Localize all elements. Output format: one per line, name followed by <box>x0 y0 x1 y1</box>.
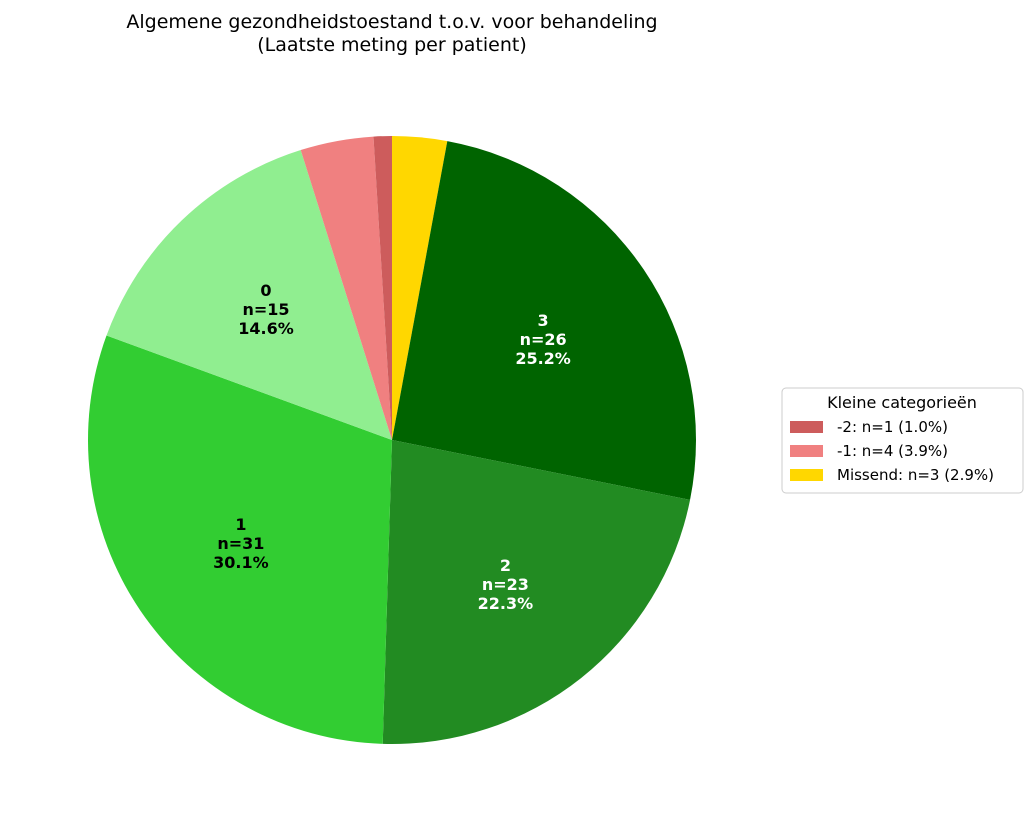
pie-slices <box>87 136 697 745</box>
pie-slice-missend <box>392 136 448 440</box>
pie-slice-2 <box>382 440 691 745</box>
pie-slice-0 <box>106 150 392 440</box>
slice-label: 2 n=23 22.3% <box>478 556 534 613</box>
legend-title: Kleine categorieën <box>827 393 977 412</box>
chart-title: Algemene gezondheidstoestand t.o.v. voor… <box>126 11 657 33</box>
pie-slice-3 <box>392 141 697 500</box>
pie-labels: 3 n=26 25.2% 2 n=23 22.3% 1 n=31 30.1% 0 n=15 14.6% <box>213 281 571 613</box>
pie-slice-minus1 <box>300 136 392 440</box>
legend-entry-text: Missend: n=3 (2.9%) <box>837 466 994 484</box>
legend-box <box>781 387 1024 494</box>
legend-swatch <box>790 421 823 433</box>
legend-swatch <box>790 469 823 481</box>
pie-slice-1 <box>87 335 392 744</box>
pie-slice-minus2 <box>373 136 392 440</box>
legend-entry-text: -2: n=1 (1.0%) <box>837 418 948 436</box>
chart-subtitle: (Laatste meting per patient) <box>257 34 527 56</box>
slice-label: 1 n=31 30.1% <box>213 515 269 572</box>
slice-label: 0 n=15 14.6% <box>238 281 294 338</box>
legend-swatch <box>790 445 823 457</box>
slice-label: 3 n=26 25.2% <box>515 311 571 368</box>
legend: Kleine categorieën -2: n=1 (1.0%) -1: n=4… <box>781 387 1024 494</box>
legend-entry-text: -1: n=4 (3.9%) <box>837 442 948 460</box>
